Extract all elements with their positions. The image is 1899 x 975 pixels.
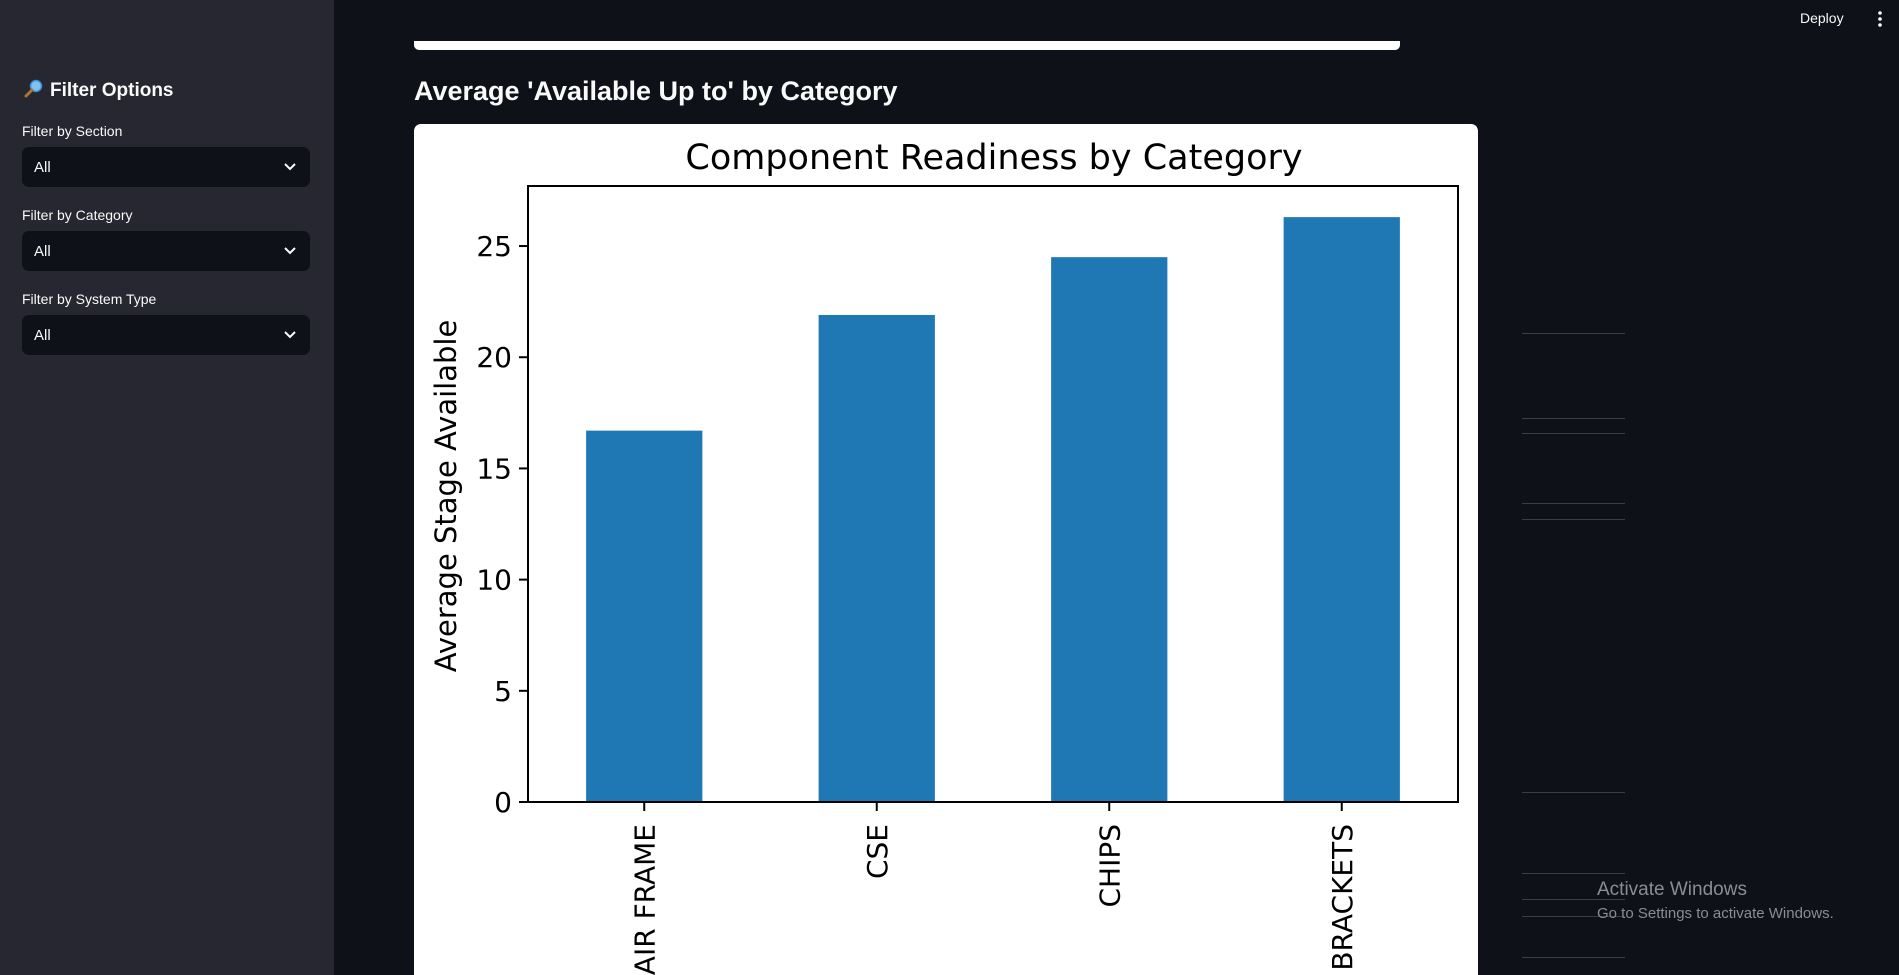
x-tick-label: CSE xyxy=(861,824,894,879)
y-tick-label: 15 xyxy=(476,452,512,485)
divider xyxy=(1522,899,1625,900)
y-axis-label: Average Stage Available xyxy=(429,320,463,673)
divider xyxy=(1522,873,1625,874)
bar xyxy=(586,430,703,802)
divider xyxy=(1522,792,1625,793)
divider xyxy=(1522,957,1625,958)
divider xyxy=(1522,916,1625,917)
kebab-menu-icon[interactable] xyxy=(1874,8,1886,30)
y-tick-label: 10 xyxy=(476,564,512,597)
plot-frame xyxy=(527,185,1459,803)
filter-category-label: Filter by Category xyxy=(22,207,133,223)
y-tick-label: 20 xyxy=(476,341,512,374)
chevron-down-icon xyxy=(284,331,296,339)
divider xyxy=(1522,433,1625,434)
filter-section-select[interactable]: All xyxy=(22,147,310,187)
filter-category-value: All xyxy=(34,242,51,260)
deploy-button[interactable]: Deploy xyxy=(1800,10,1844,26)
bar xyxy=(1283,217,1400,803)
bar xyxy=(818,314,935,802)
chevron-down-icon xyxy=(284,163,296,171)
watermark-title: Activate Windows xyxy=(1597,879,1747,900)
filter-section-value: All xyxy=(34,158,51,176)
magnifier-icon xyxy=(24,78,44,103)
chart-card: Component Readiness by Category Average … xyxy=(414,124,1478,975)
filter-system-type-select[interactable]: All xyxy=(22,315,310,355)
chevron-down-icon xyxy=(284,247,296,255)
filter-section-label: Filter by Section xyxy=(22,123,123,139)
divider xyxy=(1522,503,1625,504)
filter-system-type-label: Filter by System Type xyxy=(22,291,157,307)
y-tick-label: 5 xyxy=(494,675,512,708)
x-tick-label: AIR FRAME xyxy=(628,824,661,975)
x-tick-label: BRACKETS xyxy=(1326,824,1359,971)
previous-element-bottom xyxy=(414,41,1400,50)
filter-system-type-value: All xyxy=(34,326,51,344)
activate-windows-watermark: Activate Windows Go to Settings to activ… xyxy=(1597,879,1834,922)
sidebar: Filter Options Filter by Section All Fil… xyxy=(0,0,334,975)
divider xyxy=(1522,333,1625,334)
section-heading: Average 'Available Up to' by Category xyxy=(414,76,898,106)
divider xyxy=(1522,418,1625,419)
sidebar-title: Filter Options xyxy=(24,78,174,103)
x-tick-label: CHIPS xyxy=(1093,824,1126,908)
y-tick-label: 0 xyxy=(494,786,512,819)
bar xyxy=(1051,257,1168,802)
bar-chart: Component Readiness by Category Average … xyxy=(429,138,1459,975)
filter-category-select[interactable]: All xyxy=(22,231,310,271)
y-tick-label: 25 xyxy=(476,230,512,263)
watermark-subtitle: Go to Settings to activate Windows. xyxy=(1597,905,1834,922)
chart-title: Component Readiness by Category xyxy=(685,138,1302,178)
sidebar-title-text: Filter Options xyxy=(50,79,174,101)
divider xyxy=(1522,519,1625,520)
